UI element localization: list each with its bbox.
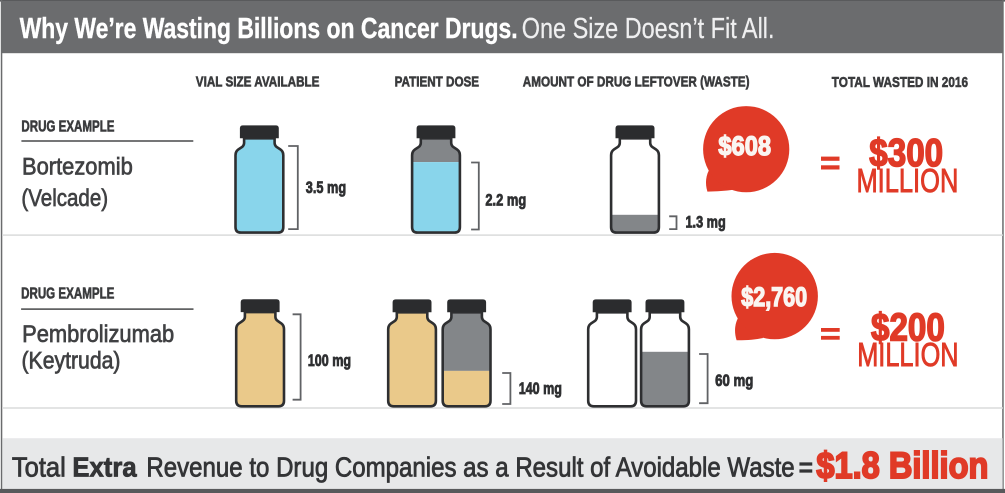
svg-text:MILLION: MILLION (857, 336, 958, 373)
svg-text:DRUG EXAMPLE: DRUG EXAMPLE (21, 285, 114, 302)
svg-text:PATIENT DOSE: PATIENT DOSE (395, 74, 480, 90)
svg-text:Pembrolizumab: Pembrolizumab (22, 321, 174, 348)
svg-text:Total: Total (12, 451, 66, 482)
svg-text:Bortezomib: Bortezomib (22, 153, 133, 180)
svg-text:MILLION: MILLION (856, 162, 958, 199)
svg-text:DRUG EXAMPLE: DRUG EXAMPLE (21, 118, 114, 135)
svg-text:=: = (799, 451, 813, 482)
svg-text:$1.8 Billion: $1.8 Billion (816, 444, 988, 486)
svg-text:(Velcade): (Velcade) (21, 185, 108, 212)
svg-text:140 mg: 140 mg (519, 380, 562, 398)
svg-text:One Size Doesn’t Fit All.: One Size Doesn’t Fit All. (522, 12, 775, 44)
svg-text:$608: $608 (718, 131, 771, 161)
svg-text:$300: $300 (869, 132, 943, 175)
svg-text:Revenue to Drug Companies as a: Revenue to Drug Companies as a Result of… (146, 451, 794, 482)
svg-text:1.3 mg: 1.3 mg (686, 214, 726, 232)
svg-text:TOTAL WASTED IN 2016: TOTAL WASTED IN 2016 (832, 75, 968, 91)
svg-text:$200: $200 (871, 306, 945, 349)
svg-text:100 mg: 100 mg (308, 352, 351, 370)
svg-text:3.5 mg: 3.5 mg (306, 179, 346, 197)
svg-text:60 mg: 60 mg (715, 372, 753, 390)
svg-text:Extra: Extra (72, 451, 137, 482)
svg-text:VIAL SIZE AVAILABLE: VIAL SIZE AVAILABLE (196, 75, 320, 91)
svg-text:(Keytruda): (Keytruda) (22, 347, 121, 374)
svg-text:2.2 mg: 2.2 mg (485, 192, 526, 210)
svg-text:Why We’re Wasting Billions on: Why We’re Wasting Billions on Cancer Dru… (20, 12, 518, 44)
svg-text:$2,760: $2,760 (741, 282, 807, 312)
svg-text:AMOUNT OF DRUG LEFTOVER (WASTE: AMOUNT OF DRUG LEFTOVER (WASTE) (523, 75, 750, 91)
